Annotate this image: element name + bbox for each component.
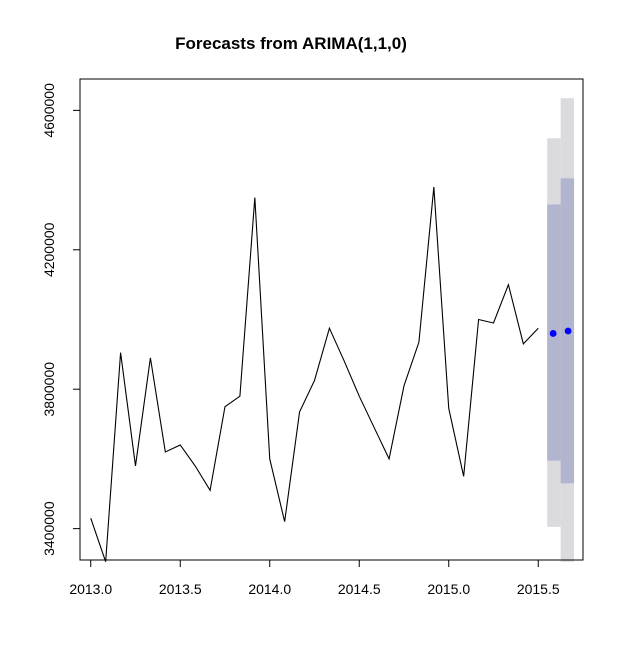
plot-frame	[79, 78, 584, 561]
y-tick-label: 3800000	[41, 362, 57, 417]
y-tick-label: 4600000	[41, 83, 57, 138]
y-axis: 3400000 3800000 4200000 4600000	[41, 83, 81, 556]
x-axis: 2013.0 2013.5 2014.0 2014.5 2015.0 2015.5	[69, 559, 560, 597]
x-tick-label: 2013.5	[159, 581, 202, 597]
y-tick-label: 3400000	[41, 501, 57, 556]
x-tick-label: 2015.0	[427, 581, 470, 597]
forecast-point-1	[549, 330, 557, 337]
x-tick-label: 2014.0	[248, 581, 291, 597]
forecast-point-2	[564, 327, 572, 335]
x-tick-label: 2014.5	[338, 581, 381, 597]
x-tick-label: 2015.5	[517, 581, 560, 597]
x-tick-label: 2013.0	[69, 581, 112, 597]
observed-series-line	[90, 186, 539, 562]
y-tick-label: 4200000	[41, 222, 57, 277]
forecast-points-layer	[549, 327, 572, 337]
observed-series-layer	[90, 186, 539, 562]
chart-title: Forecasts from ARIMA(1,1,0)	[175, 34, 407, 53]
